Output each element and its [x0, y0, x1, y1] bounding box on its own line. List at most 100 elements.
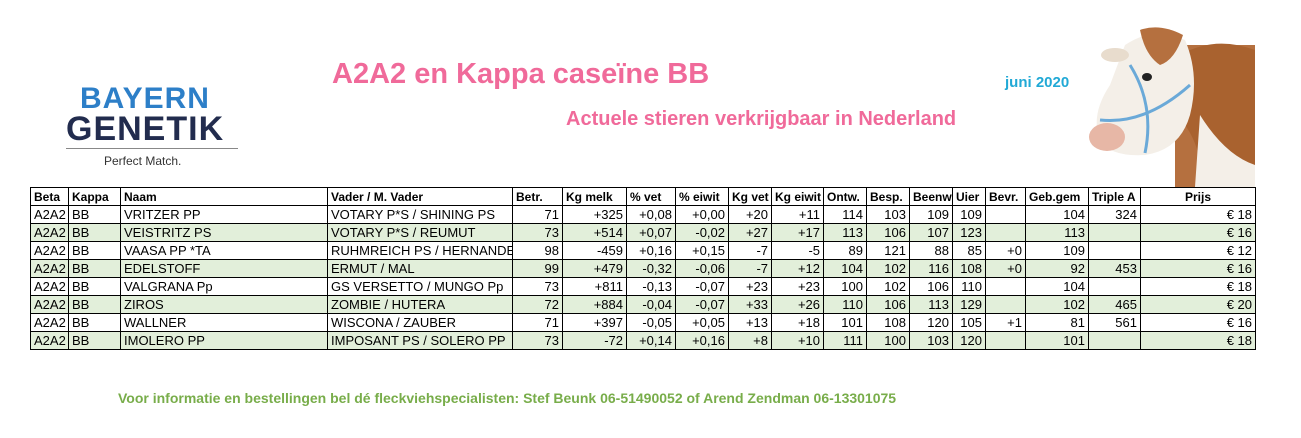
- table-cell: 110: [823, 295, 867, 314]
- table-cell: [1088, 223, 1141, 242]
- column-header: Triple A: [1088, 187, 1141, 206]
- table-cell: 99: [512, 259, 563, 278]
- table-cell: +0,08: [626, 205, 676, 224]
- table-cell: 71: [512, 313, 563, 332]
- table-cell: +23: [771, 277, 824, 296]
- table-cell: 111: [823, 331, 867, 350]
- table-cell: +10: [771, 331, 824, 350]
- column-header: Kappa: [68, 187, 121, 206]
- table-cell: +27: [728, 223, 772, 242]
- table-row: A2A2 BB VEISTRITZ PS VOTARY P*S / REUMUT 73 +…: [30, 223, 1256, 242]
- table-row: A2A2 BB VAASA PP *TA RUHMREICH PS / HERNAND…: [30, 241, 1256, 260]
- table-cell: 102: [866, 259, 910, 278]
- table-cell: +514: [562, 223, 627, 242]
- table-cell: -0,07: [675, 295, 729, 314]
- header-row: Beta Kappa Naam Vader / M. Vader Betr. Kg mel…: [30, 187, 1256, 206]
- table-cell: GS VERSETTO / MUNGO Pp: [327, 277, 513, 296]
- table-cell: 561: [1088, 313, 1141, 332]
- table-cell: 73: [512, 331, 563, 350]
- table-cell: 324: [1088, 205, 1141, 224]
- table-cell: 100: [823, 277, 867, 296]
- table-cell: 105: [952, 313, 986, 332]
- table-cell: +13: [728, 313, 772, 332]
- table-cell: 101: [1025, 331, 1089, 350]
- table-cell: +11: [771, 205, 824, 224]
- table-cell: 106: [866, 295, 910, 314]
- table-cell: 465: [1088, 295, 1141, 314]
- table-cell: ERMUT / MAL: [327, 259, 513, 278]
- table-cell: VEISTRITZ PS: [120, 223, 328, 242]
- table-cell: € 16: [1140, 223, 1256, 242]
- table-cell: +0,05: [675, 313, 729, 332]
- table-cell: [985, 277, 1026, 296]
- table-cell: VOTARY P*S / SHINING PS: [327, 205, 513, 224]
- table-cell: 101: [823, 313, 867, 332]
- table-cell: 109: [909, 205, 953, 224]
- table-cell: VOTARY P*S / REUMUT: [327, 223, 513, 242]
- table-cell: BB: [68, 313, 121, 332]
- table-cell: -0,05: [626, 313, 676, 332]
- column-header: Geb.gem: [1025, 187, 1089, 206]
- table-cell: +23: [728, 277, 772, 296]
- table-cell: € 16: [1140, 313, 1256, 332]
- column-header: Kg eiwit: [771, 187, 824, 206]
- table-cell: +18: [771, 313, 824, 332]
- table-row: A2A2 BB IMOLERO PP IMPOSANT PS / SOLERO PP 7…: [30, 331, 1256, 350]
- table-cell: +8: [728, 331, 772, 350]
- table-cell: +0: [985, 241, 1026, 260]
- table-cell: 102: [866, 277, 910, 296]
- column-header: Beta: [30, 187, 69, 206]
- table-cell: BB: [68, 331, 121, 350]
- table-cell: 72: [512, 295, 563, 314]
- table-cell: -7: [728, 259, 772, 278]
- table-cell: VALGRANA Pp: [120, 277, 328, 296]
- table-cell: ZOMBIE / HUTERA: [327, 295, 513, 314]
- table-cell: +12: [771, 259, 824, 278]
- column-header: % eiwit: [675, 187, 729, 206]
- table-cell: € 20: [1140, 295, 1256, 314]
- subtitle: Actuele stieren verkrijgbaar in Nederlan…: [566, 108, 957, 130]
- table-row: A2A2 BB VALGRANA Pp GS VERSETTO / MUNGO Pp 7…: [30, 277, 1256, 296]
- date: juni 2020: [1005, 74, 1070, 91]
- table-cell: 123: [952, 223, 986, 242]
- table-cell: ZIROS: [120, 295, 328, 314]
- table-cell: +0,00: [675, 205, 729, 224]
- table-cell: 113: [1025, 223, 1089, 242]
- table-cell: +33: [728, 295, 772, 314]
- table-cell: 109: [1025, 241, 1089, 260]
- cow-image: [1089, 27, 1255, 187]
- table-cell: +811: [562, 277, 627, 296]
- title: A2A2 en Kappa caseïne BB: [332, 58, 710, 90]
- table-cell: 98: [512, 241, 563, 260]
- table-cell: 116: [909, 259, 953, 278]
- column-header: Besp.: [866, 187, 910, 206]
- column-header: Ontw.: [823, 187, 867, 206]
- table-cell: 113: [823, 223, 867, 242]
- table-cell: 104: [1025, 205, 1089, 224]
- table-cell: 109: [952, 205, 986, 224]
- table-cell: [1088, 277, 1141, 296]
- table-cell: € 18: [1140, 277, 1256, 296]
- table-cell: 71: [512, 205, 563, 224]
- table-cell: 88: [909, 241, 953, 260]
- table-cell: IMPOSANT PS / SOLERO PP: [327, 331, 513, 350]
- table-cell: A2A2: [30, 277, 69, 296]
- table-row: A2A2 BB EDELSTOFF ERMUT / MAL 99 +479 -0,32 -0,…: [30, 259, 1256, 278]
- column-header: % vet: [626, 187, 676, 206]
- table-row: A2A2 BB VRITZER PP VOTARY P*S / SHINING PS 7…: [30, 205, 1256, 224]
- table-cell: +26: [771, 295, 824, 314]
- table-cell: 110: [952, 277, 986, 296]
- table-cell: 106: [866, 223, 910, 242]
- table-cell: 114: [823, 205, 867, 224]
- table-cell: 89: [823, 241, 867, 260]
- table-cell: € 18: [1140, 205, 1256, 224]
- table-cell: 121: [866, 241, 910, 260]
- table-cell: -5: [771, 241, 824, 260]
- table-cell: 73: [512, 223, 563, 242]
- table-cell: 120: [952, 331, 986, 350]
- table-cell: BB: [68, 277, 121, 296]
- table-cell: -459: [562, 241, 627, 260]
- logo-line1: BAYERN: [80, 82, 210, 115]
- table-cell: WISCONA / ZAUBER: [327, 313, 513, 332]
- table-cell: -0,13: [626, 277, 676, 296]
